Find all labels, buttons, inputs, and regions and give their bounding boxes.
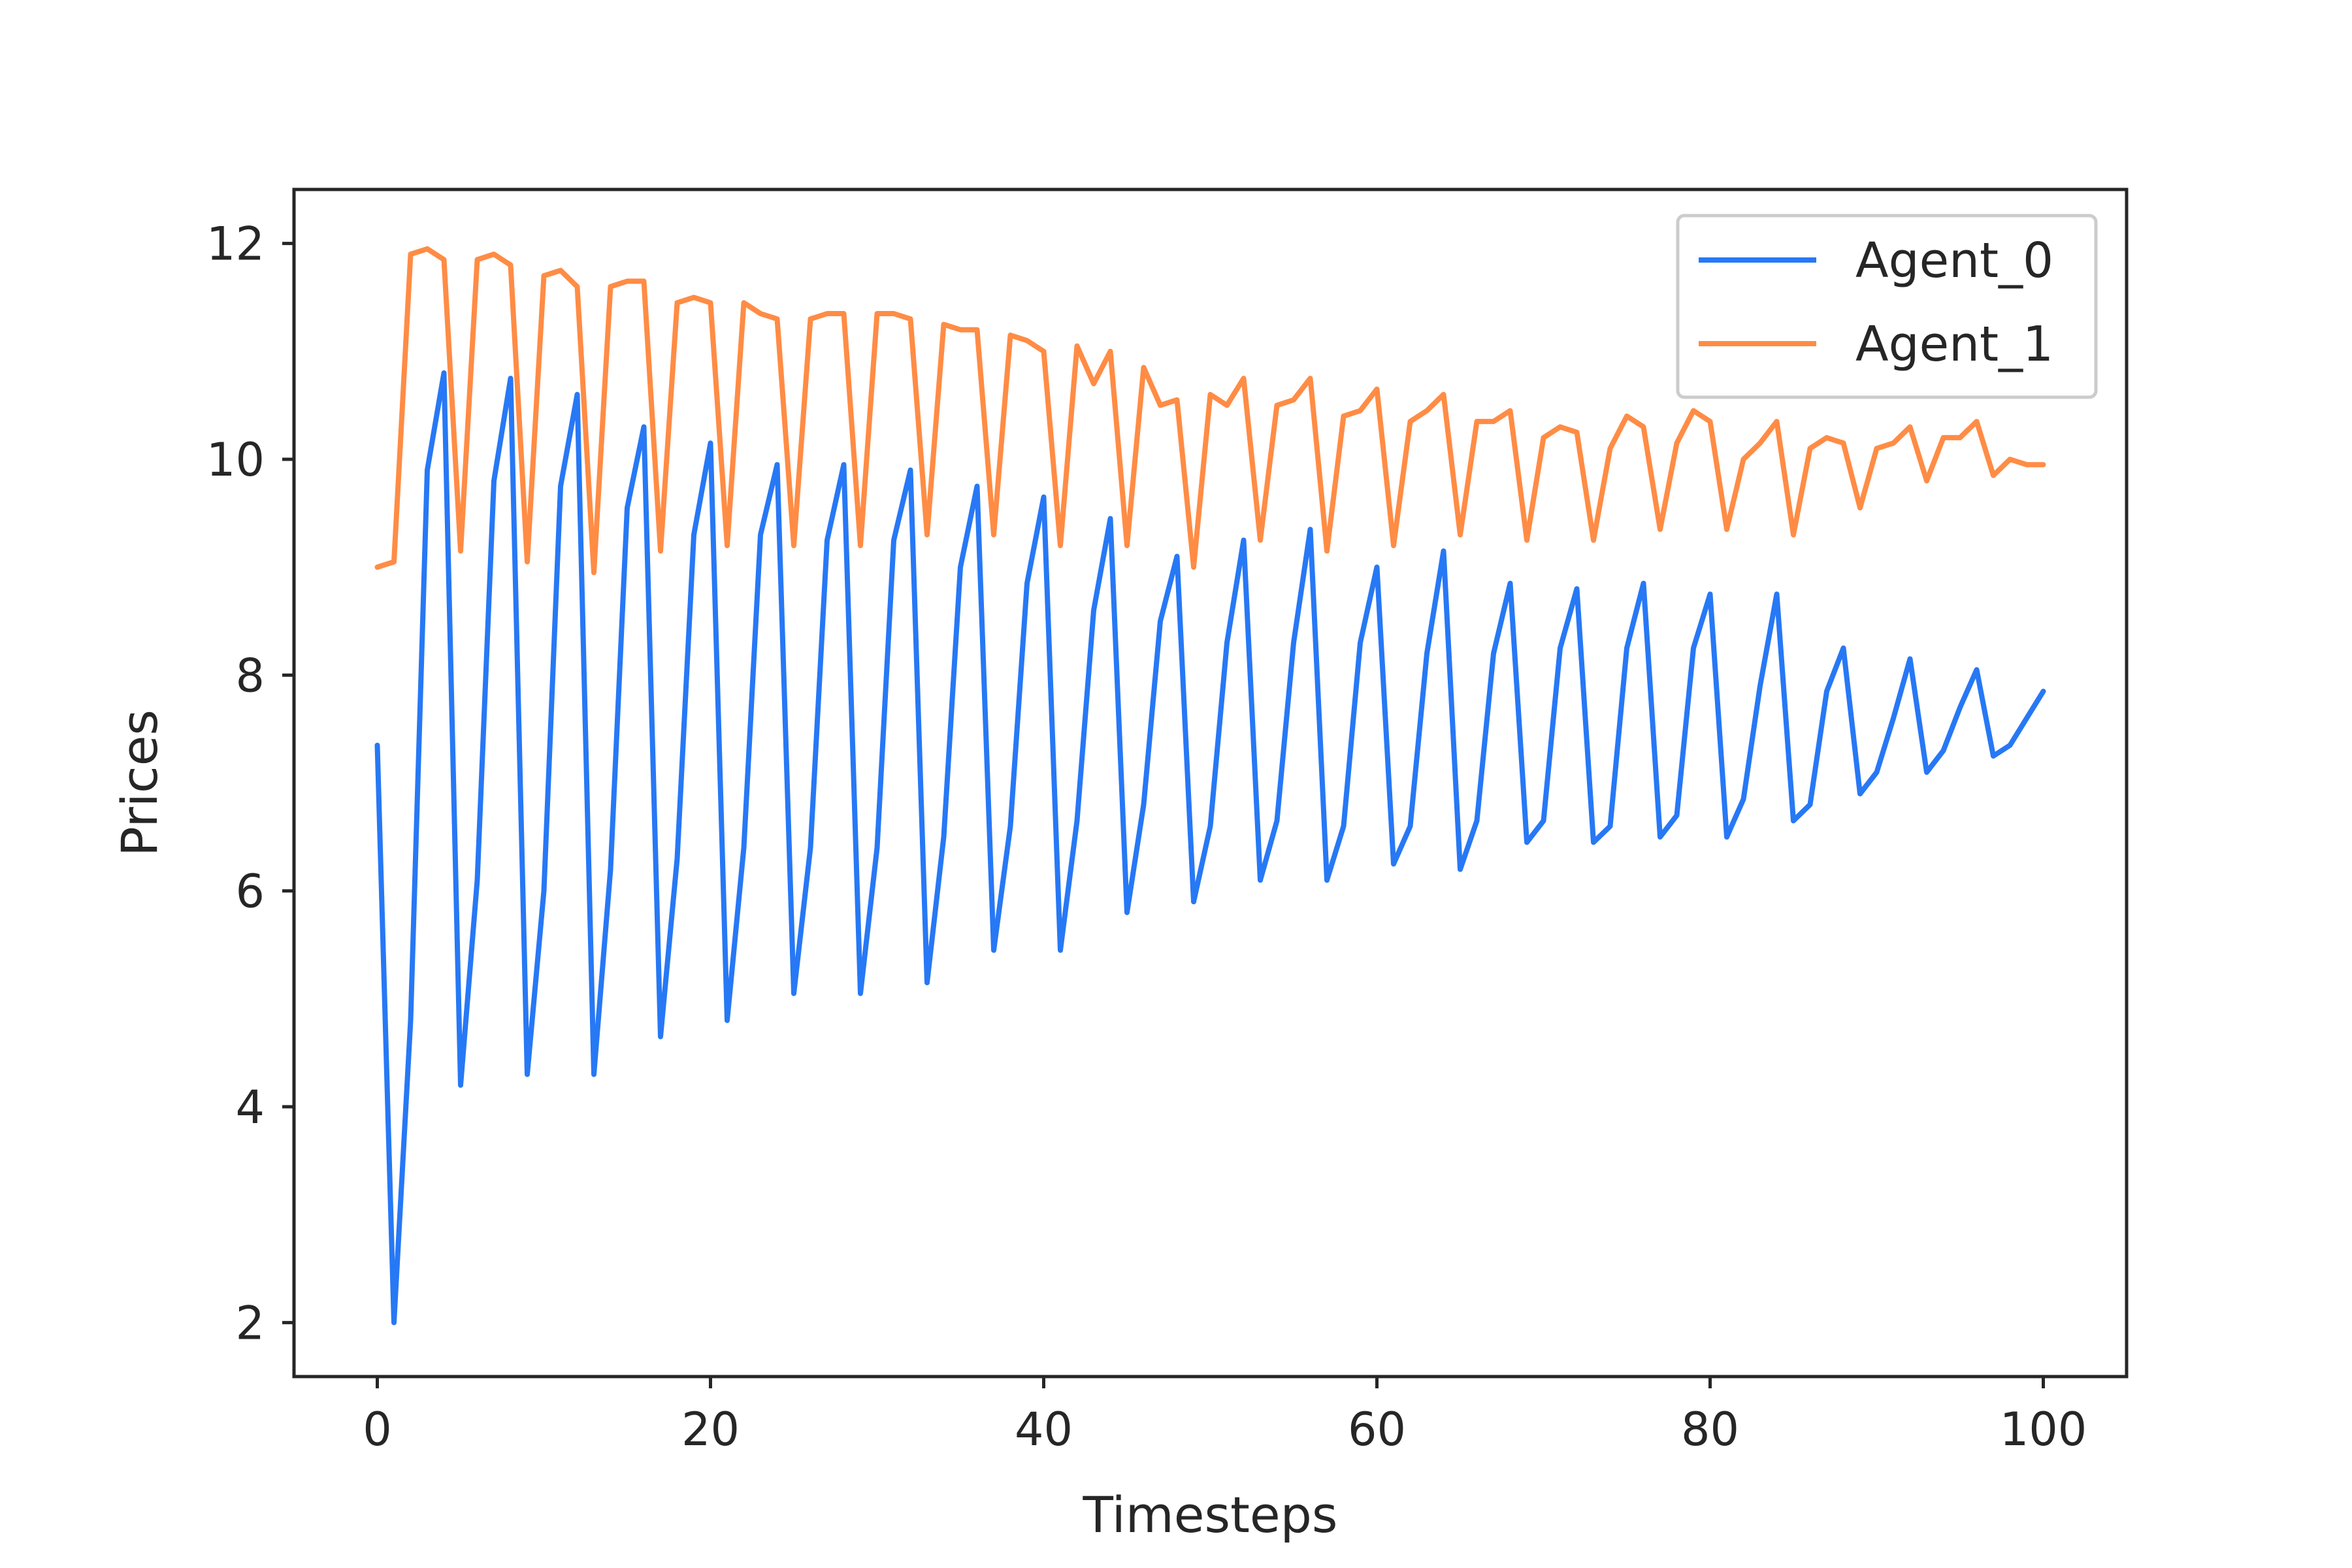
y-tick-label: 2	[235, 1296, 265, 1350]
y-tick-label: 6	[235, 865, 265, 919]
x-tick-label: 80	[1681, 1403, 1739, 1456]
x-axis-label: Timesteps	[1083, 1486, 1338, 1544]
y-tick-label: 12	[206, 218, 265, 271]
legend: Agent_0 Agent_1	[1676, 214, 2098, 399]
y-tick-label: 10	[206, 433, 265, 487]
legend-label: Agent_1	[1855, 316, 2053, 372]
legend-label: Agent_0	[1855, 233, 2053, 289]
series-layer	[374, 246, 2046, 1326]
x-tick-label: 40	[1015, 1403, 1073, 1456]
y-tick-label: 4	[235, 1081, 265, 1134]
series-line-agent-0	[374, 370, 2046, 1326]
x-axis-ticks: 0 20 40 60 80 100	[363, 1377, 2087, 1456]
y-axis-ticks: 2 4 6 8 10 12	[206, 218, 294, 1350]
y-axis-label: Prices	[110, 710, 169, 857]
y-tick-label: 8	[235, 649, 265, 702]
x-tick-label: 60	[1348, 1403, 1406, 1456]
plot-frame	[292, 188, 2129, 1379]
x-tick-label: 20	[681, 1403, 740, 1456]
x-tick-label: 0	[363, 1403, 392, 1456]
x-tick-label: 100	[2000, 1403, 2087, 1456]
series-line-agent-1	[374, 246, 2046, 576]
